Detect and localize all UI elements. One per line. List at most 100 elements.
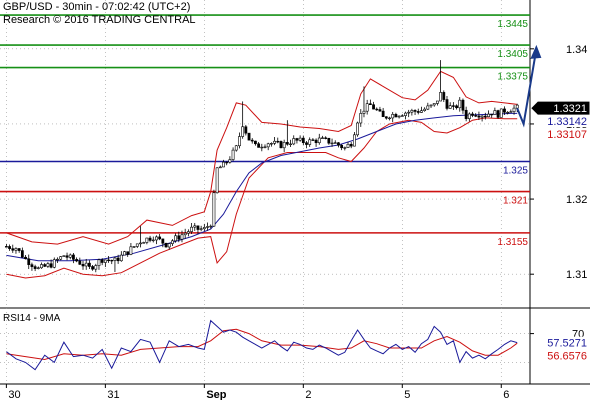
candle bbox=[375, 107, 379, 111]
price-tag: 1.33142 bbox=[532, 115, 589, 128]
candle bbox=[439, 60, 443, 102]
candle bbox=[161, 238, 165, 248]
candle-body bbox=[215, 167, 219, 194]
candle-body bbox=[167, 243, 171, 248]
candle-body bbox=[356, 122, 359, 136]
candle bbox=[314, 138, 318, 147]
chart-copyright: Research © 2016 TRADING CENTRAL bbox=[3, 14, 196, 26]
candle bbox=[43, 263, 47, 268]
candle bbox=[257, 142, 261, 148]
candle bbox=[183, 228, 187, 239]
candle-body bbox=[503, 108, 506, 113]
candle bbox=[27, 254, 31, 270]
candle-body bbox=[305, 142, 308, 145]
candle-body bbox=[365, 103, 369, 112]
candle-body bbox=[202, 227, 206, 230]
candle bbox=[352, 132, 356, 147]
candle bbox=[254, 140, 257, 146]
candle bbox=[416, 108, 420, 115]
candle-body bbox=[142, 242, 146, 244]
rsi-price-tag-box bbox=[532, 336, 589, 349]
candle-body bbox=[49, 263, 53, 268]
candle-body bbox=[266, 143, 270, 148]
rsi-price-tag-label: 56.6576 bbox=[547, 351, 587, 363]
candle bbox=[49, 259, 53, 269]
candle bbox=[123, 250, 126, 256]
rsi-price-tag: 56.6576 bbox=[532, 349, 589, 363]
candle-body bbox=[337, 142, 340, 146]
candle-body bbox=[30, 264, 34, 267]
candle-body bbox=[52, 259, 56, 268]
candle bbox=[474, 113, 478, 118]
candle bbox=[372, 101, 375, 110]
candle-body bbox=[145, 237, 149, 243]
candle-body bbox=[155, 236, 158, 241]
candle-body bbox=[158, 236, 162, 240]
band-upper-line bbox=[6, 70, 518, 245]
candle bbox=[467, 112, 471, 122]
candle bbox=[59, 256, 63, 261]
candle-body bbox=[36, 267, 40, 269]
candle bbox=[420, 106, 423, 113]
candle bbox=[330, 138, 334, 147]
candle-body bbox=[139, 242, 142, 245]
candle bbox=[292, 135, 296, 146]
candle-body bbox=[177, 235, 181, 240]
candle bbox=[480, 114, 484, 122]
candle-body bbox=[161, 238, 165, 244]
x-tick-label: 6 bbox=[503, 389, 509, 400]
level-label: 1.3405 bbox=[497, 49, 528, 60]
candle bbox=[384, 116, 388, 120]
candle bbox=[496, 109, 500, 119]
candle-body bbox=[292, 138, 296, 145]
candle bbox=[413, 109, 417, 115]
price-tag-box bbox=[531, 101, 590, 115]
candle-body bbox=[311, 139, 315, 141]
candle-body bbox=[439, 92, 443, 102]
level-label: 1.3375 bbox=[497, 72, 528, 83]
candle-body bbox=[349, 143, 353, 147]
candle-body bbox=[410, 110, 414, 113]
candle-body bbox=[196, 225, 200, 230]
candle bbox=[129, 242, 133, 256]
candle-body bbox=[151, 239, 155, 242]
candle-body bbox=[455, 105, 458, 109]
candle-body bbox=[426, 105, 430, 110]
candle-body bbox=[362, 110, 366, 114]
candle bbox=[423, 107, 427, 112]
candle-body bbox=[238, 136, 241, 147]
candle bbox=[407, 109, 411, 118]
candle-body bbox=[123, 251, 126, 256]
candle bbox=[97, 258, 101, 270]
candle-body bbox=[324, 137, 328, 139]
price-tag-box bbox=[532, 115, 589, 128]
candle bbox=[448, 102, 452, 109]
candle-body bbox=[298, 137, 302, 141]
time-axis: 30 31 Sep 2 5 6 bbox=[5, 384, 509, 400]
candle bbox=[244, 124, 248, 136]
candle bbox=[445, 96, 449, 111]
candle bbox=[340, 144, 344, 151]
candle-body bbox=[416, 111, 420, 113]
candle bbox=[400, 114, 404, 117]
candle-body bbox=[190, 226, 193, 232]
candle bbox=[250, 138, 254, 144]
candle bbox=[145, 237, 149, 245]
candle bbox=[116, 254, 120, 264]
candle-body bbox=[420, 110, 423, 113]
candle-body bbox=[241, 126, 245, 137]
forecast-arrowhead bbox=[530, 44, 542, 59]
candle-body bbox=[448, 105, 452, 109]
candle bbox=[276, 137, 280, 144]
candle bbox=[87, 260, 91, 270]
candle bbox=[282, 139, 286, 153]
candle bbox=[164, 242, 168, 248]
candle-body bbox=[436, 100, 439, 104]
rsi-ma-line bbox=[6, 328, 518, 361]
candle-body bbox=[148, 237, 152, 241]
candle bbox=[464, 106, 468, 122]
candle-body bbox=[461, 99, 465, 111]
candle-body bbox=[413, 110, 417, 112]
price-tag-label: 1.33107 bbox=[547, 129, 587, 141]
